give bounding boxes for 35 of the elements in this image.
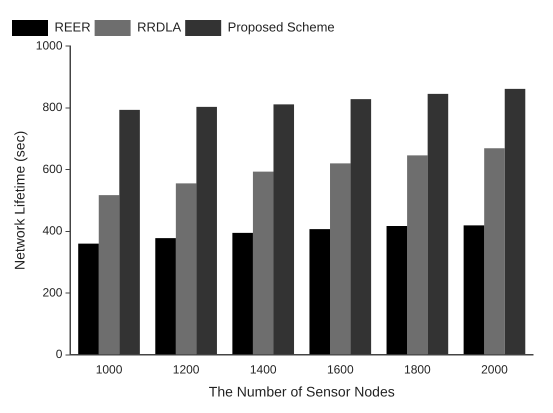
y-axis-title: Network Lifetime (sec)	[11, 130, 28, 270]
bar	[273, 104, 294, 354]
x-tick-label: 1600	[326, 362, 354, 376]
y-tick-label: 200	[42, 285, 63, 300]
bar	[309, 229, 330, 354]
y-tick-label: 1000	[36, 38, 63, 52]
bar	[464, 225, 484, 354]
x-tick-label: 1200	[172, 362, 200, 376]
y-tick-label: 0	[56, 347, 63, 362]
legend-label: REER	[54, 20, 91, 35]
bar	[155, 238, 176, 354]
y-tick-label: 600	[42, 162, 63, 176]
bar	[407, 155, 428, 354]
bar	[78, 244, 99, 354]
legend-label: Proposed Scheme	[228, 20, 335, 35]
bar	[428, 94, 448, 354]
bar	[196, 106, 217, 354]
x-tick-label: 1800	[404, 362, 432, 376]
bar	[252, 172, 274, 354]
bar	[386, 226, 408, 354]
x-tick-label: 1400	[250, 362, 277, 376]
x-tick-label: 1000	[96, 362, 123, 376]
bar	[232, 232, 253, 354]
bar	[98, 195, 120, 354]
y-tick-label: 400	[42, 224, 63, 238]
bar	[350, 99, 372, 354]
bar	[504, 88, 526, 354]
bar	[330, 163, 351, 354]
x-axis-title: The Number of Sensor Nodes	[208, 383, 395, 400]
bar	[119, 110, 140, 354]
y-tick-label: 800	[42, 100, 63, 114]
legend-label: RRDLA	[137, 20, 182, 35]
x-tick-label: 2000	[481, 362, 508, 376]
bar	[484, 148, 505, 354]
bar	[176, 183, 196, 354]
